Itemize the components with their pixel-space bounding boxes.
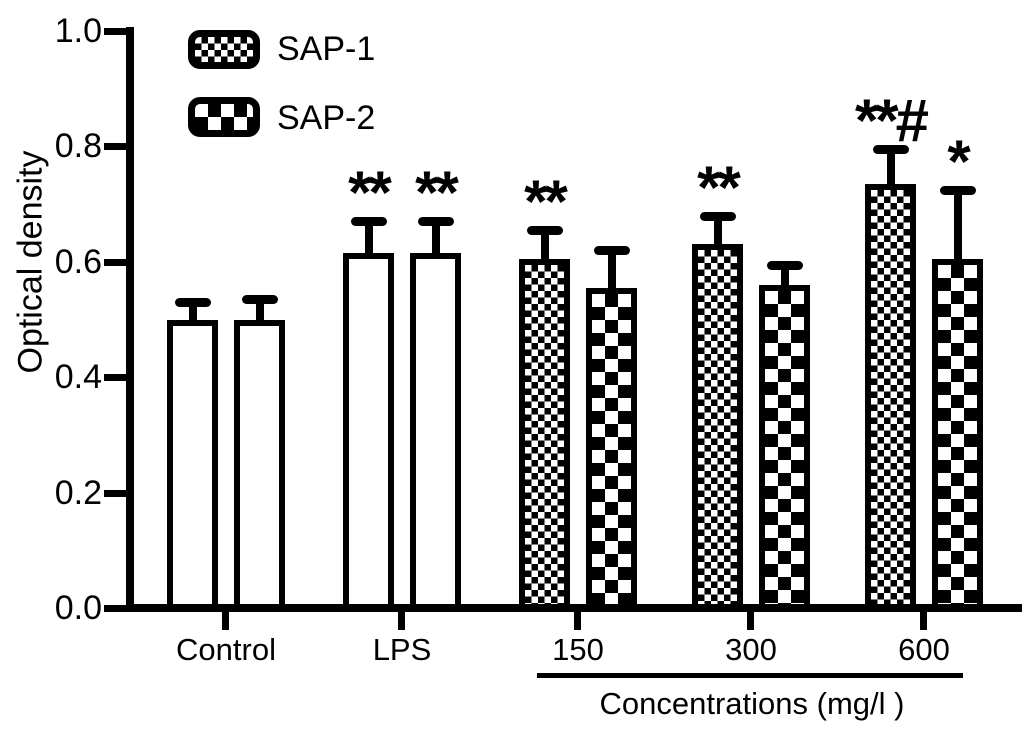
bar-sap-1-600 bbox=[865, 183, 916, 610]
y-axis-line bbox=[126, 27, 134, 612]
bar-sap-2-control bbox=[234, 319, 285, 610]
significance-annotation: ** bbox=[348, 159, 392, 227]
error-bar-line bbox=[607, 250, 616, 290]
bar-sap-2-300 bbox=[759, 284, 810, 610]
x-tick bbox=[747, 612, 754, 630]
significance-annotation: ** bbox=[697, 153, 741, 221]
x-tick bbox=[920, 612, 927, 630]
y-tick-label: 0.6 bbox=[54, 242, 102, 281]
significance-annotation: ** bbox=[415, 159, 459, 227]
error-bar-line bbox=[431, 221, 440, 256]
y-tick bbox=[104, 28, 126, 35]
y-tick bbox=[104, 374, 126, 382]
error-bar-cap bbox=[699, 211, 736, 221]
significance-annotation: ** bbox=[524, 168, 568, 236]
error-bar-cap bbox=[526, 226, 563, 236]
error-bar-cap bbox=[350, 217, 387, 227]
error-bar-cap bbox=[872, 145, 909, 155]
x-category-label: 150 bbox=[552, 632, 604, 667]
y-tick-label: 1.0 bbox=[54, 12, 102, 50]
error-bar-cap bbox=[593, 246, 630, 256]
x-category-label: Control bbox=[176, 632, 276, 667]
y-tick bbox=[104, 489, 126, 497]
bar-sap-2-lps bbox=[410, 253, 461, 610]
error-bar-line bbox=[886, 149, 895, 186]
y-tick-label: 0.0 bbox=[54, 589, 102, 627]
error-bar-line bbox=[188, 302, 197, 322]
y-tick-label: 0.4 bbox=[54, 358, 102, 397]
x-category-label: LPS bbox=[372, 632, 432, 667]
error-bar-line bbox=[713, 215, 722, 247]
error-bar-cap bbox=[241, 295, 278, 305]
y-tick-label: 0.2 bbox=[54, 473, 102, 512]
y-tick bbox=[104, 605, 126, 612]
y-tick bbox=[104, 258, 126, 266]
legend-swatch-sap-1-icon bbox=[188, 30, 260, 69]
y-axis-title: Optical density bbox=[11, 150, 50, 374]
legend-swatch-sap-2-icon bbox=[188, 97, 260, 137]
error-bar-cap bbox=[766, 260, 803, 270]
x-tick bbox=[222, 612, 229, 630]
x-category-label: 300 bbox=[725, 632, 777, 667]
bar-sap-1-lps bbox=[343, 253, 394, 610]
x-tick bbox=[398, 612, 405, 630]
legend-label-sap-1: SAP-1 bbox=[277, 30, 376, 68]
bar-sap-1-150 bbox=[519, 258, 570, 610]
error-bar-line bbox=[255, 299, 264, 322]
bar-sap-2-600 bbox=[932, 258, 983, 610]
legend-label-sap-2: SAP-2 bbox=[277, 99, 376, 137]
error-bar-cap bbox=[939, 185, 976, 195]
x-tick bbox=[574, 612, 581, 630]
error-bar-cap bbox=[174, 298, 211, 308]
bar-sap-1-control bbox=[167, 319, 218, 610]
bar-sap-2-150 bbox=[586, 287, 637, 610]
error-bar-cap bbox=[417, 217, 454, 227]
x-axis-title: Concentrations (mg/l ) bbox=[599, 686, 905, 721]
significance-annotation: * bbox=[947, 127, 970, 195]
y-tick bbox=[104, 143, 126, 151]
error-bar-line bbox=[540, 230, 549, 261]
error-bar-line bbox=[953, 189, 962, 261]
x-category-label: 600 bbox=[898, 632, 950, 667]
error-bar-line bbox=[364, 221, 373, 256]
error-bar-line bbox=[780, 264, 789, 287]
concentration-underline bbox=[537, 673, 963, 678]
x-axis-line bbox=[126, 604, 1022, 612]
y-tick-label: 0.8 bbox=[54, 127, 102, 166]
bar-sap-1-300 bbox=[692, 244, 743, 610]
significance-annotation: **# bbox=[854, 87, 929, 155]
